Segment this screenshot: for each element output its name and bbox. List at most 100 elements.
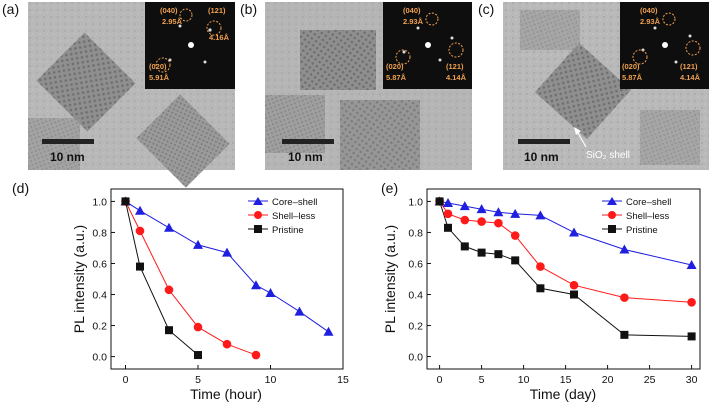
legend-d-triangle-icon — [253, 197, 263, 205]
data-point-pristine — [687, 332, 696, 341]
fft-a-d-121: 4.16Å — [209, 33, 230, 42]
y-axis-label-e: PL intensity (a.u.) — [382, 225, 398, 333]
shell-arrow-icon — [577, 132, 587, 148]
data-point-shell-less — [222, 339, 232, 349]
data-point-core-shell — [251, 280, 261, 290]
y-tick-label: 0.4 — [92, 290, 107, 302]
y-tick-label: 0.2 — [92, 321, 107, 333]
data-point-core-shell — [222, 247, 232, 257]
scale-bar-b — [282, 139, 334, 144]
data-point-pristine — [435, 197, 444, 206]
panel-label-c: (c) — [478, 1, 494, 17]
data-point-core-shell — [510, 208, 521, 218]
plot-frame-d — [110, 188, 344, 370]
data-point-pristine — [136, 262, 144, 271]
data-point-core-shell — [193, 239, 203, 249]
fft-a-d-020: 5.91Å — [149, 73, 170, 82]
legend-d-square-icon — [254, 225, 262, 233]
y-tick-label: 0.2 — [408, 321, 423, 333]
data-point-pristine — [460, 242, 469, 251]
legend-d-label-pristine: Pristine — [272, 225, 304, 236]
fft-c-d-040: 2.93Å — [640, 17, 661, 26]
data-point-shell-less — [193, 322, 203, 332]
series-lines-e — [439, 200, 692, 337]
tem-panel-b: (b) (040) 2.93Å (020) 5.87Å (121) 4.14Å … — [240, 1, 472, 170]
data-point-core-shell — [493, 207, 504, 217]
series-markers-e — [434, 196, 697, 341]
fft-c-d-121: 4.14Å — [680, 73, 701, 82]
legend-d-pristine: Pristine — [248, 225, 304, 236]
y-tick-label: 0.8 — [408, 227, 423, 239]
series-line-shell-less — [439, 201, 692, 303]
fft-inset-c: (040) 2.93Å (020) 5.87Å (121) 4.14Å — [620, 2, 709, 89]
data-point-core-shell — [443, 197, 453, 207]
fft-a-label-020: (020) — [149, 62, 167, 71]
legend-e-label-shell-less: Shell–less — [626, 211, 670, 222]
data-point-shell-less — [620, 293, 629, 302]
y-tick-label: 0.4 — [408, 290, 423, 302]
data-point-shell-less — [569, 280, 579, 290]
fft-inset-a: (040) 2.95Å (121) 4.16Å (020) 5.91Å — [145, 2, 235, 89]
fft-b-d-121: 4.14Å — [446, 73, 467, 82]
data-point-pristine — [494, 250, 503, 259]
data-point-core-shell — [619, 244, 630, 254]
legend-e-label-pristine: Pristine — [626, 225, 658, 236]
fft-a-d-040: 2.95Å — [162, 17, 183, 26]
y-tick-label: 0.6 — [408, 258, 423, 270]
data-point-core-shell — [476, 204, 487, 214]
data-point-core-shell — [164, 222, 174, 232]
x-tick-label: 0 — [123, 374, 129, 386]
scale-bar-label-a: 10 nm — [50, 150, 85, 164]
fft-b-d-040: 2.93Å — [403, 17, 424, 26]
ticks-e: 0 5 10 15 20 25 30 0.0 0.2 0.4 0.6 0.8 1.0 — [408, 196, 697, 386]
panel-label-b: (b) — [240, 1, 257, 17]
x-tick-label: 10 — [518, 374, 530, 386]
data-point-core-shell — [459, 201, 470, 211]
legend-d-circle-icon — [254, 211, 262, 219]
legend-d-label-core-shell: Core–shell — [272, 197, 317, 208]
scale-bar-label-b: 10 nm — [288, 150, 323, 164]
legend-d: Core–shell Shell–less Pristine — [248, 197, 317, 236]
data-point-pristine — [570, 290, 578, 299]
series-line-pristine — [439, 201, 692, 337]
data-point-pristine — [194, 351, 202, 360]
series-line-core-shell — [439, 200, 692, 266]
data-point-shell-less — [251, 350, 261, 360]
x-tick-label: 25 — [644, 374, 656, 386]
x-tick-label: 0 — [437, 374, 443, 386]
x-tick-label: 5 — [479, 374, 485, 386]
scale-bar-a — [42, 139, 94, 144]
chart-d: (d) Time (hour) PL intensity (a.u.) 0 5 10… — [12, 180, 349, 402]
fft-b-label-040: (040) — [403, 6, 421, 15]
y-axis-label-d: PL intensity (a.u.) — [71, 225, 87, 333]
data-point-pristine — [536, 284, 545, 293]
data-point-pristine — [620, 330, 629, 339]
data-point-shell-less — [494, 218, 503, 228]
y-tick-label: 1.0 — [92, 196, 107, 208]
x-tick-label: 20 — [602, 374, 614, 386]
y-tick-label: 0.0 — [92, 352, 107, 364]
data-point-pristine — [444, 223, 452, 232]
data-point-core-shell — [135, 205, 145, 215]
legend-d-core-shell: Core–shell — [248, 197, 317, 208]
data-point-core-shell — [294, 306, 305, 316]
tem-panel-c: (c) (040) 2.93Å (020) 5.87Å (121) 4.14Å … — [478, 1, 709, 170]
data-point-pristine — [165, 326, 173, 335]
data-point-pristine — [121, 197, 130, 206]
data-point-pristine — [477, 248, 486, 257]
data-point-core-shell — [323, 326, 334, 336]
data-point-shell-less — [460, 215, 470, 225]
data-point-shell-less — [477, 217, 486, 226]
data-point-shell-less — [510, 231, 520, 240]
scale-bar-c — [518, 139, 570, 144]
fft-b-label-020: (020) — [386, 62, 404, 71]
legend-e: Core–shell Shell–less Pristine — [602, 197, 671, 236]
panel-label-e: (e) — [381, 180, 398, 196]
data-point-shell-less — [687, 297, 696, 307]
data-point-core-shell — [265, 287, 276, 297]
fft-a-label-040: (040) — [160, 6, 178, 15]
sio2-shell-label: SiO₂ shell — [586, 150, 630, 161]
y-tick-label: 0.8 — [92, 227, 107, 239]
chart-e: (e) Time (day) PL intensity (a.u.) 0 5 10 1… — [381, 180, 701, 402]
